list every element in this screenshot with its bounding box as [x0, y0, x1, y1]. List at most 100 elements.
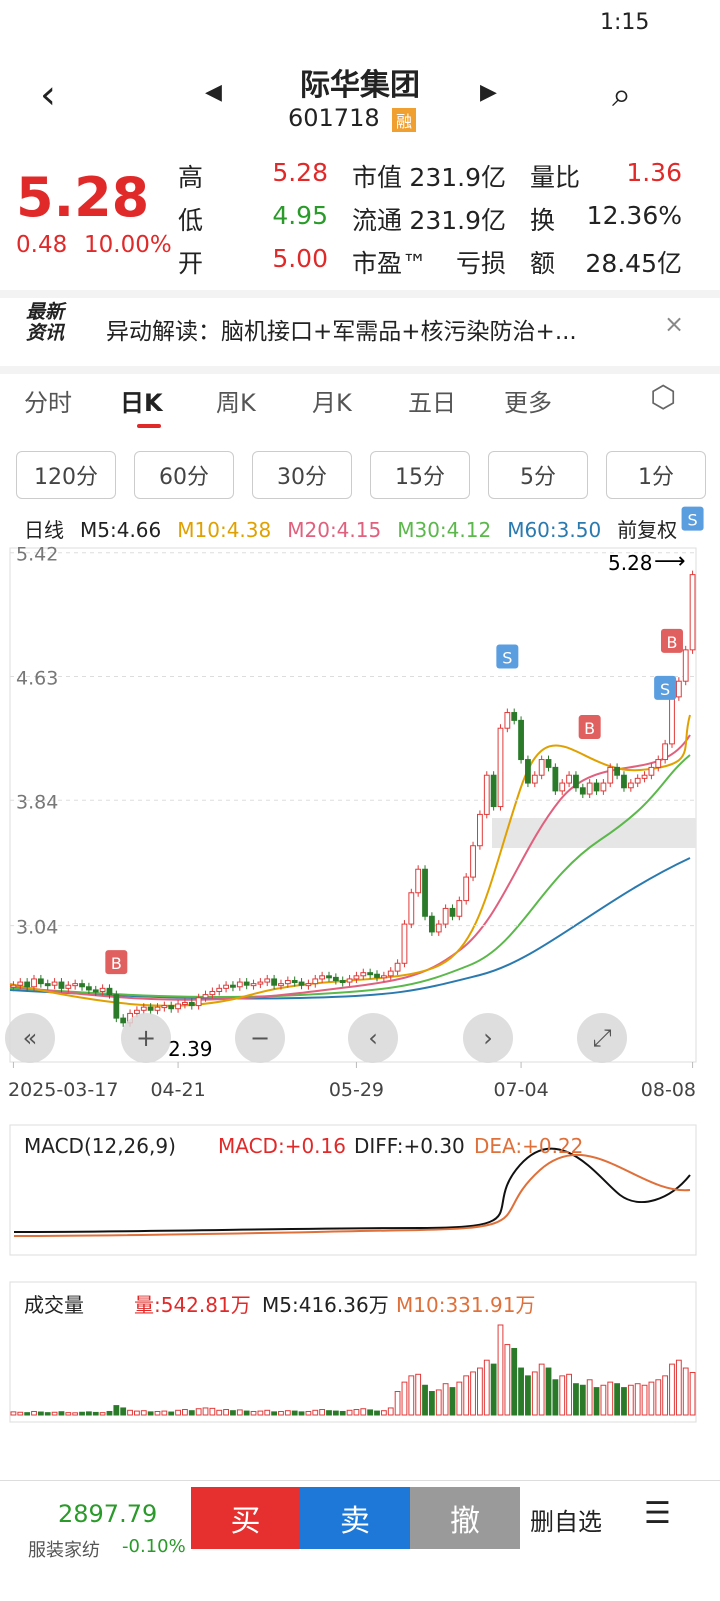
candle: [346, 978, 353, 983]
volume-bar: [339, 1410, 346, 1416]
interval-button[interactable]: 30分: [252, 451, 352, 499]
volume-bar: [65, 1412, 72, 1416]
candle: [291, 980, 298, 984]
volume-bar: [559, 1375, 566, 1416]
candle: [147, 1006, 154, 1011]
cancel[interactable]: 撤: [410, 1487, 520, 1549]
chart-control-icon: «: [23, 1024, 38, 1052]
stat-label: 低: [178, 206, 204, 235]
volume-bar: [106, 1410, 113, 1416]
candle: [182, 1001, 188, 1005]
candle: [401, 923, 408, 964]
volume-bar: [552, 1379, 559, 1416]
settings[interactable]: ⬡: [650, 380, 677, 415]
chart-control[interactable]: [577, 1013, 627, 1063]
volume-bar: [326, 1410, 332, 1416]
low-label: 2.39: [168, 1037, 213, 1061]
chart-control-icon: −: [250, 1024, 270, 1052]
sell[interactable]: 卖: [300, 1487, 410, 1549]
volume-bar: [518, 1367, 524, 1416]
arrow: ⟶: [654, 549, 686, 574]
stat-value: 231.9亿: [409, 206, 506, 235]
x-tick-label: 07-04: [493, 1079, 548, 1101]
sector-pct: -0.10%: [122, 1536, 186, 1557]
chart-control[interactable]: [235, 1013, 285, 1063]
back[interactable]: ‹: [40, 72, 56, 118]
candle: [209, 990, 216, 996]
volume-legend: 成交量: [24, 1293, 84, 1317]
stat-label: 高: [178, 163, 204, 192]
volume-bar: [264, 1409, 271, 1416]
tab[interactable]: 更多: [504, 389, 552, 417]
tab[interactable]: 周K: [216, 389, 256, 417]
candle: [470, 845, 476, 878]
candle: [10, 984, 17, 988]
candle: [284, 980, 291, 985]
interval-button[interactable]: 15分: [370, 451, 470, 499]
remove[interactable]: 删自选: [530, 1508, 602, 1536]
volume-bar: [655, 1379, 662, 1416]
bs-marker: [654, 675, 677, 700]
candle: [305, 983, 312, 987]
interval-button[interactable]: 5分: [488, 451, 588, 499]
candle: [579, 787, 586, 795]
x-tick-label: 2025-03-17: [8, 1079, 118, 1101]
volume-bar: [31, 1410, 37, 1416]
candle: [593, 782, 600, 792]
volume-bar: [600, 1384, 607, 1416]
volume-bar: [332, 1410, 339, 1416]
volume-bar: [161, 1410, 168, 1416]
volume-bar: [525, 1375, 531, 1416]
candle: [17, 981, 24, 986]
ma-legend-item: M5:4.66: [80, 518, 162, 542]
close[interactable]: ×: [664, 310, 685, 338]
news-text[interactable]: 异动解读：脑机接口+军需品+核污染防治+...: [106, 319, 577, 345]
tab[interactable]: 月K: [312, 389, 352, 417]
x-tick-label: 04-21: [150, 1079, 205, 1101]
next[interactable]: ▶: [480, 80, 497, 105]
volume-bar: [236, 1409, 243, 1416]
prev[interactable]: ◀: [205, 80, 222, 105]
tab[interactable]: 分时: [24, 389, 72, 417]
news-tag: 最新资讯: [26, 301, 65, 344]
candle: [188, 1001, 195, 1007]
volume-bar: [470, 1371, 476, 1416]
volume-bar: [24, 1412, 31, 1416]
bs-marker: [681, 506, 704, 531]
price: 5.28: [16, 166, 150, 229]
chart-control[interactable]: [121, 1013, 171, 1063]
volume-bar: [243, 1410, 250, 1416]
volume-bar: [37, 1411, 44, 1416]
tab[interactable]: 五日: [408, 389, 456, 417]
tab[interactable]: 日K: [120, 389, 163, 417]
chart-control[interactable]: [348, 1013, 398, 1063]
volume-bar: [682, 1367, 689, 1416]
candle: [44, 983, 51, 987]
stat-label: 额: [530, 249, 556, 278]
candle: [257, 981, 264, 985]
change: 0.48: [16, 232, 68, 258]
candle: [477, 813, 483, 847]
chart-control[interactable]: [5, 1013, 55, 1063]
candle: [573, 774, 579, 789]
badge: 融: [392, 108, 417, 132]
menu[interactable]: ☰: [644, 1496, 671, 1531]
interval-button[interactable]: 60分: [134, 451, 234, 499]
volume-bar: [360, 1408, 367, 1416]
candle: [216, 987, 223, 992]
candle: [353, 975, 360, 980]
interval-button[interactable]: 1分: [606, 451, 706, 499]
search[interactable]: ⌕: [612, 75, 632, 115]
buy[interactable]: 买: [191, 1487, 300, 1549]
candle: [250, 983, 257, 987]
interval-button[interactable]: 120分: [16, 451, 116, 499]
volume-bar: [586, 1379, 593, 1416]
chart-control[interactable]: [463, 1013, 513, 1063]
candle: [422, 868, 428, 917]
volume-bar: [79, 1411, 85, 1416]
candle: [675, 680, 682, 698]
candle: [374, 973, 380, 978]
volume-bar: [58, 1411, 65, 1416]
volume-legend: M5:416.36万: [262, 1293, 389, 1317]
volume-bar: [168, 1411, 175, 1416]
